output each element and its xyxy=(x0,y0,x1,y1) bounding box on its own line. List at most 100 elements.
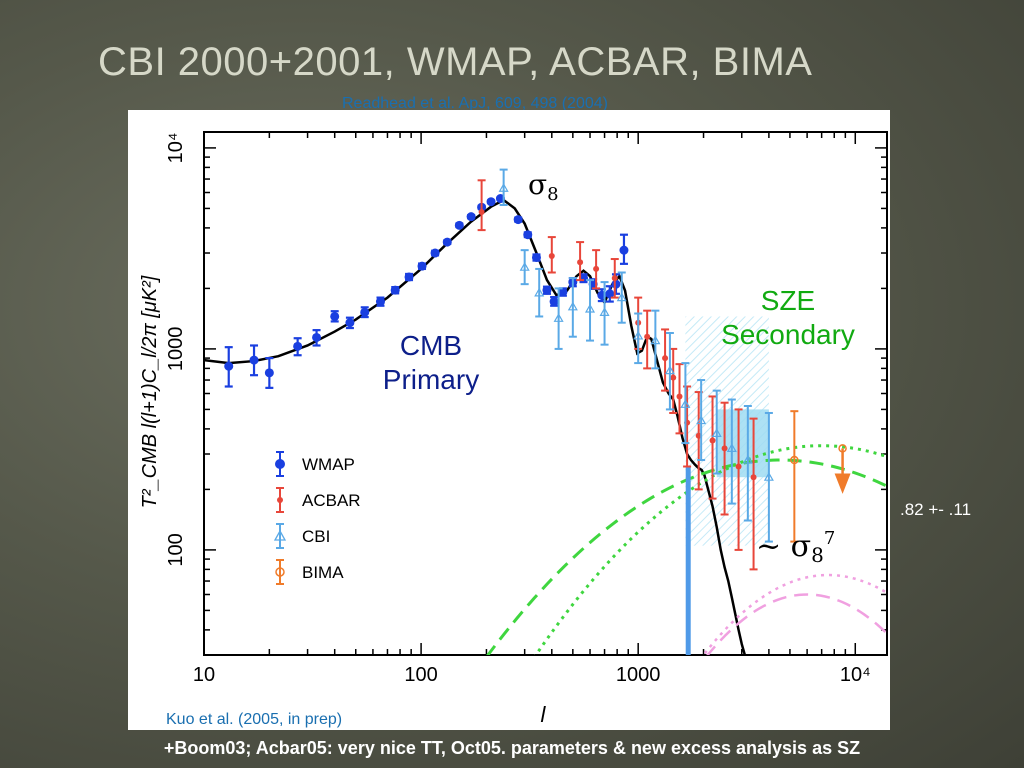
x-tick-label: 10⁴ xyxy=(840,664,871,686)
sz-model-dotted-pink xyxy=(701,573,887,655)
data-point xyxy=(519,261,530,271)
data-point xyxy=(650,335,661,345)
sigma8-value-note: .82 +- .11 xyxy=(900,500,972,519)
data-point xyxy=(312,332,322,342)
cmb-power-spectrum-chart: 10 100 1000 10⁴ 100 1000 10⁴ l T²_CMB l(l+1)C_l/… xyxy=(139,131,888,727)
reference-top[interactable]: Readhead et al. ApJ, 609, 498 (2004) xyxy=(342,95,608,112)
x-tick-label: 10 xyxy=(193,664,215,686)
annotation-sigma8: σ8 xyxy=(528,168,559,205)
legend-marker xyxy=(275,459,285,469)
sz-model-dotted-green xyxy=(534,444,887,655)
data-point xyxy=(548,252,555,259)
series-cbi xyxy=(498,168,774,543)
bima-upper-limit-marker xyxy=(838,444,847,453)
x-tick-label: 1000 xyxy=(616,664,661,686)
legend-label: ACBAR xyxy=(302,491,361,510)
data-point xyxy=(553,313,564,322)
bima-upper-limit-arrow xyxy=(834,473,851,494)
data-point xyxy=(644,333,651,340)
data-point xyxy=(404,272,414,282)
data-point xyxy=(390,285,400,295)
x-axis-label: l xyxy=(541,702,547,727)
data-point xyxy=(417,261,427,271)
annotation-sze-secondary: SZE xyxy=(761,285,815,316)
data-point xyxy=(763,471,774,481)
annotation-sigma8-power-superscript: 7 xyxy=(824,528,835,549)
theory-curve xyxy=(204,198,747,655)
data-point xyxy=(680,399,691,408)
data-point xyxy=(611,275,618,282)
data-point xyxy=(531,252,541,262)
data-point xyxy=(709,437,716,444)
annotation-sigma8-power: ~ σ87 xyxy=(756,528,835,567)
cbi-upper-limit-bar xyxy=(685,466,691,655)
annotation-cmb-primary: Primary xyxy=(383,364,479,395)
data-point xyxy=(662,355,669,362)
data-point xyxy=(676,393,683,400)
legend-marker xyxy=(275,567,285,577)
data-point xyxy=(711,428,722,437)
data-point xyxy=(513,215,523,225)
data-point xyxy=(523,230,533,240)
legend-marker xyxy=(273,529,287,541)
data-point xyxy=(375,297,385,307)
y-tick-label: 10⁴ xyxy=(165,132,187,163)
data-point xyxy=(293,341,303,351)
reference-bottom[interactable]: Kuo et al. (2005, in prep) xyxy=(166,711,343,728)
data-point xyxy=(224,361,234,371)
data-point xyxy=(593,265,600,272)
data-point xyxy=(249,355,259,365)
slide-title: CBI 2000+2001, WMAP, ACBAR, BIMA xyxy=(98,40,813,84)
data-point xyxy=(360,307,370,317)
data-point xyxy=(750,474,757,481)
data-point xyxy=(430,248,440,258)
y-axis-label: T²_CMB l(l+1)C_l/2π [μK²] xyxy=(139,275,161,508)
series-bima xyxy=(790,410,851,543)
y-tick-label: 100 xyxy=(165,533,187,566)
data-point xyxy=(633,330,644,340)
y-tick-label: 1000 xyxy=(165,327,187,372)
series-acbar xyxy=(477,179,758,571)
sz-model-dashed-pink xyxy=(706,593,887,655)
data-point xyxy=(454,220,464,230)
data-point xyxy=(466,212,476,222)
data-point xyxy=(534,287,545,297)
legend-marker xyxy=(277,497,283,503)
footer-note: +Boom03; Acbar05: very nice TT, Oct05. p… xyxy=(163,738,861,758)
data-point xyxy=(330,311,340,321)
annotation-cmb-primary: CMB xyxy=(400,330,462,361)
data-point xyxy=(721,445,728,452)
legend-label: WMAP xyxy=(302,455,355,474)
legend-label: BIMA xyxy=(302,563,344,582)
data-point xyxy=(616,292,627,302)
annotation-sigma8-power-subscript: 8 xyxy=(811,543,824,567)
annotation-sigma8-subscript: 8 xyxy=(547,184,558,205)
data-point xyxy=(742,454,753,464)
data-point xyxy=(605,289,615,299)
data-point xyxy=(498,183,509,192)
data-point xyxy=(345,318,355,328)
data-point xyxy=(577,259,584,266)
data-point xyxy=(599,307,610,316)
data-point xyxy=(790,455,799,465)
legend: WMAP ACBAR CBI BIMA xyxy=(273,451,361,585)
data-point xyxy=(486,197,496,207)
data-point xyxy=(664,365,675,375)
data-point xyxy=(567,301,578,311)
chart-panel: 10 100 1000 10⁴ 100 1000 10⁴ l T²_CMB l(l+1)C_l/… xyxy=(128,110,890,730)
data-point xyxy=(696,415,707,425)
data-point xyxy=(264,368,274,378)
x-tick-label: 100 xyxy=(404,664,437,686)
data-point xyxy=(735,463,742,470)
annotation-sze-secondary: Secondary xyxy=(721,319,855,350)
data-point xyxy=(619,245,629,255)
data-point xyxy=(478,208,485,215)
data-point xyxy=(670,374,677,381)
data-point xyxy=(549,297,559,307)
data-point xyxy=(442,237,452,247)
data-point xyxy=(584,303,596,313)
data-point xyxy=(542,285,552,295)
data-point xyxy=(558,287,568,297)
legend-label: CBI xyxy=(302,527,330,546)
data-point xyxy=(611,279,621,289)
